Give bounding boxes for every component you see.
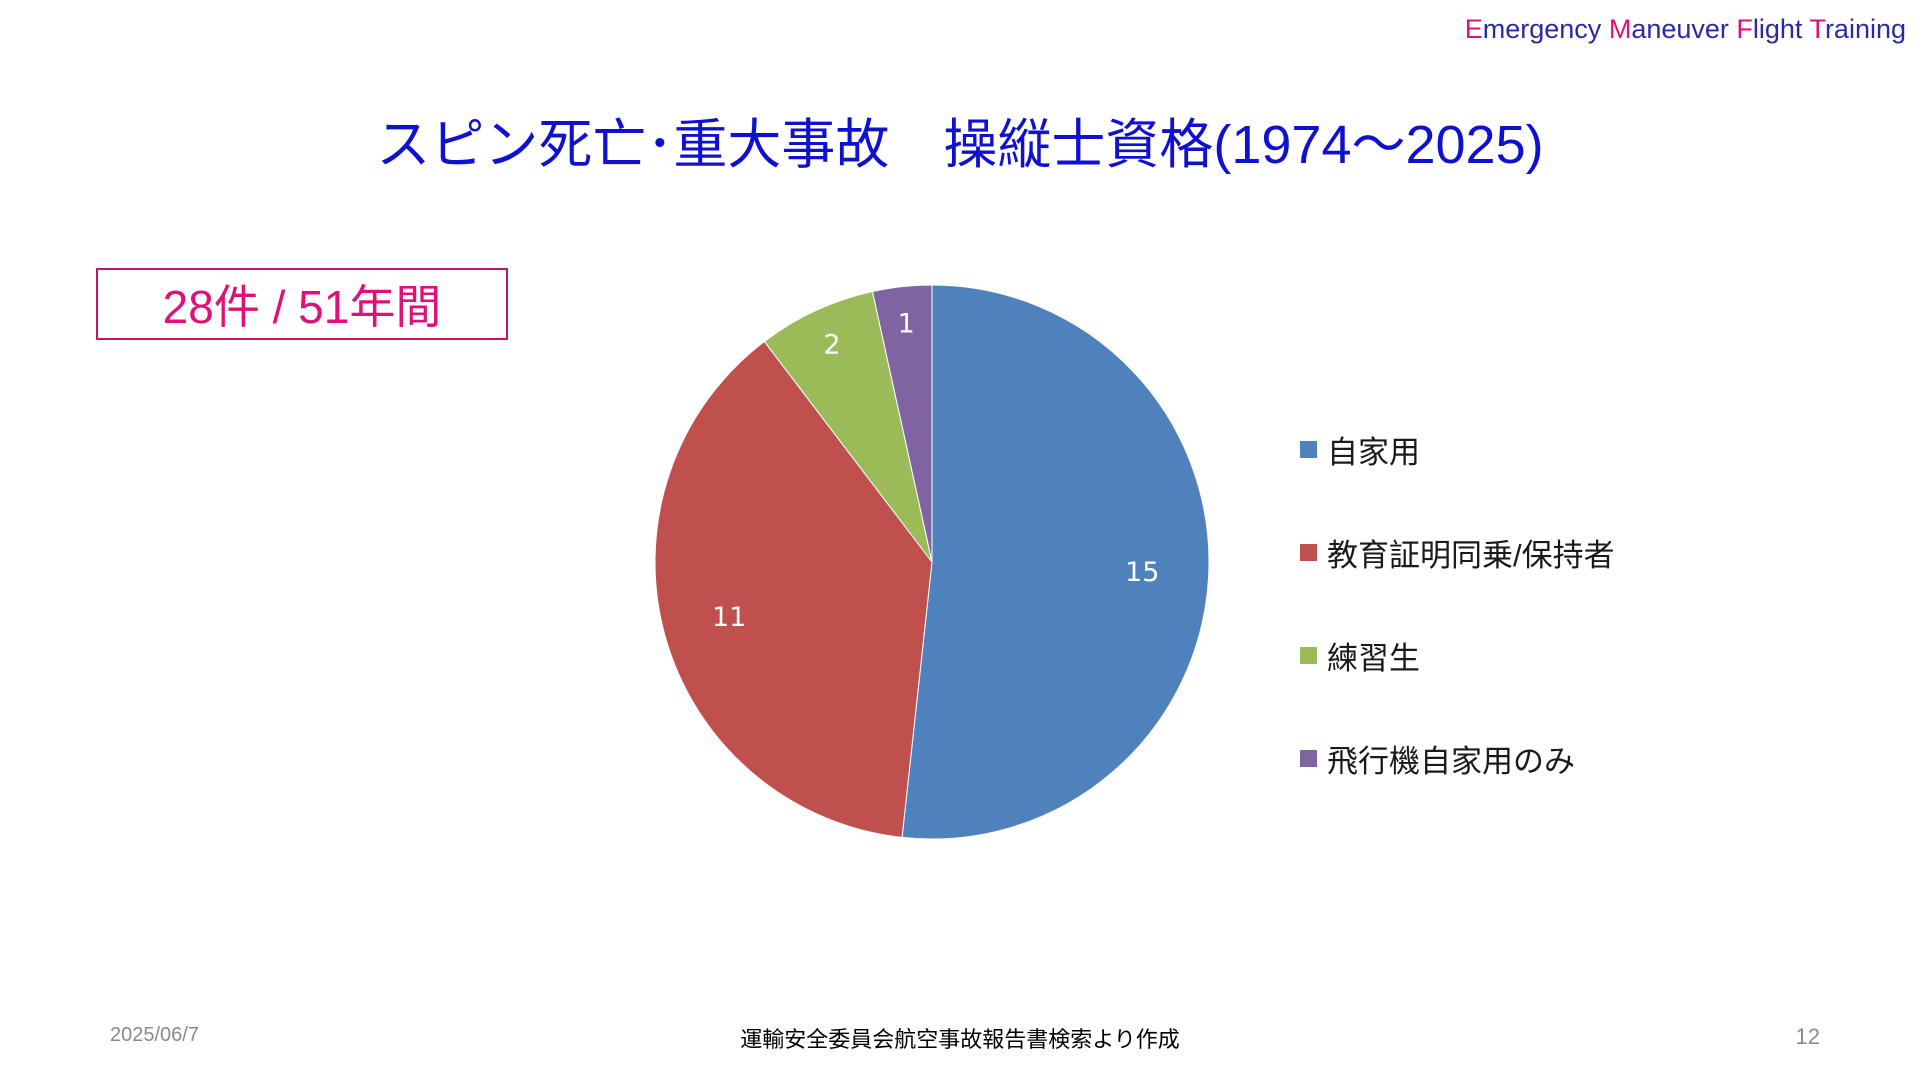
pie-slice-4	[871, 284, 933, 563]
legend-label: 自家用	[1327, 435, 1420, 470]
count-label: 28件 / 51年間	[162, 281, 442, 333]
legend-label: 飛行機自家用のみ	[1327, 744, 1575, 779]
legend-swatch	[1300, 750, 1317, 767]
pie-data-label-1: 15	[1125, 557, 1159, 588]
legend-item-4: 飛行機自家用のみ	[1300, 707, 1615, 810]
legend-item-2: 教育証明同乗/保持者	[1300, 501, 1615, 604]
footer-date: 2025/06/7	[110, 1024, 199, 1046]
count-box: 28件 / 51年間	[96, 268, 508, 340]
legend-label: 教育証明同乗/保持者	[1327, 538, 1615, 573]
pie-slice-3	[763, 290, 933, 563]
brand-header: Emergency Maneuver Flight Training	[1465, 14, 1906, 45]
pie-data-label-3: 2	[823, 329, 840, 360]
legend-item-1: 自家用	[1300, 398, 1615, 501]
legend-swatch	[1300, 647, 1317, 664]
pie-data-label-2: 11	[712, 602, 746, 633]
brand-word-3: Flight	[1736, 14, 1810, 44]
brand-word-1: Emergency	[1464, 14, 1609, 44]
page-number: 12	[1795, 1024, 1820, 1049]
chart-legend: 自家用教育証明同乗/保持者 練習生飛行機自家用のみ	[1300, 398, 1615, 810]
legend-swatch	[1300, 441, 1317, 458]
legend-swatch	[1300, 544, 1317, 561]
pie-data-label-4: 1	[898, 309, 915, 340]
brand-word-4: Training	[1809, 14, 1906, 44]
pie-slice-1	[901, 284, 1210, 840]
slide-title: スピン死亡･重大事故 操縦士資格(1974～2025)	[376, 115, 1544, 175]
pie-chart: 15 11 2 1	[654, 284, 1210, 840]
legend-label: 練習生	[1327, 641, 1420, 676]
footer-source: 運輸安全委員会航空事故報告書検索より作成	[740, 1027, 1180, 1052]
brand-word-2: Maneuver	[1608, 14, 1737, 44]
legend-item-3: 練習生	[1300, 604, 1615, 707]
pie-slice-2	[654, 340, 933, 838]
